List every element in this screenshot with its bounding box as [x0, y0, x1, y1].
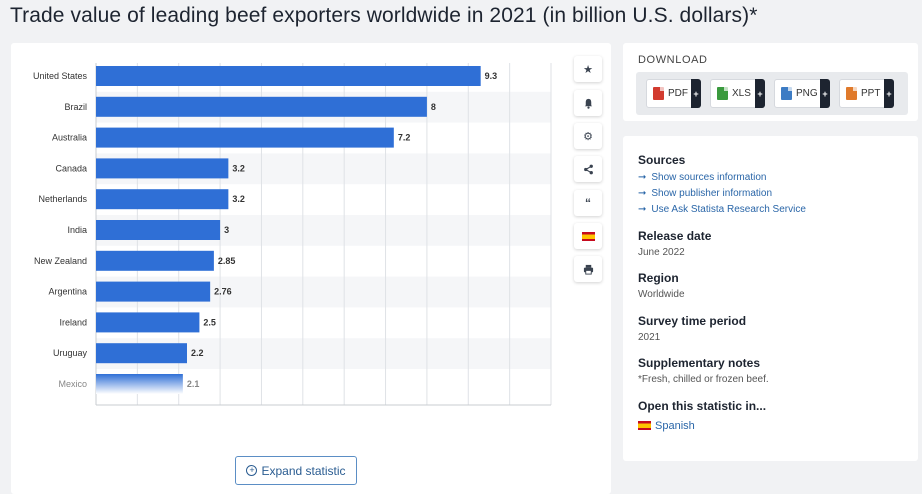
page-title: Trade value of leading beef exporters wo…: [10, 4, 758, 27]
category-label: Uruguay: [53, 348, 88, 358]
download-panel: DOWNLOAD PDF + XLS + PNG + PPT +: [623, 43, 918, 121]
category-label: Mexico: [58, 379, 87, 389]
download-ppt-button[interactable]: PPT +: [839, 79, 894, 108]
value-label: 3: [224, 225, 229, 235]
png-file-icon: [781, 87, 792, 100]
release-date-value: June 2022: [638, 247, 685, 258]
region-heading: Region: [638, 271, 679, 285]
research-service-label: Use Ask Statista Research Service: [651, 204, 806, 215]
download-xls-button[interactable]: XLS +: [710, 79, 765, 108]
bar[interactable]: [96, 66, 481, 86]
show-sources-link[interactable]: ➞ Show sources information: [638, 172, 766, 183]
language-button[interactable]: [574, 223, 602, 249]
ppt-file-icon: [846, 87, 857, 100]
expand-statistic-button[interactable]: + Expand statistic: [235, 456, 357, 485]
chart-card: United States 9.3 Brazil 8 Australia 7.2 Canad…: [11, 43, 611, 494]
arrow-right-icon: ➞: [638, 188, 647, 199]
bar[interactable]: [96, 127, 394, 148]
value-label: 9.3: [485, 71, 498, 81]
bell-icon: [584, 98, 592, 109]
pdf-file-icon: [653, 87, 664, 100]
value-label: 3.2: [232, 194, 245, 204]
download-pdf-label: PDF: [668, 88, 688, 99]
download-title: DOWNLOAD: [638, 54, 708, 66]
xls-file-icon: [717, 87, 728, 100]
value-label: 2.5: [203, 317, 216, 327]
open-spanish-link[interactable]: Spanish: [638, 420, 695, 432]
value-label: 3.2: [232, 163, 245, 173]
bar-chart: United States 9.3 Brazil 8 Australia 7.2 Canad…: [33, 63, 552, 406]
quote-icon: “: [585, 196, 591, 210]
bar[interactable]: [96, 189, 229, 210]
category-label: Ireland: [59, 317, 87, 327]
survey-period-heading: Survey time period: [638, 314, 747, 328]
category-label: Australia: [52, 133, 87, 143]
share-button[interactable]: [574, 156, 602, 182]
arrow-right-icon: ➞: [638, 172, 647, 183]
download-png-plus: +: [820, 79, 830, 108]
gear-icon: ⚙: [583, 130, 593, 143]
category-label: Canada: [55, 163, 87, 173]
release-date-heading: Release date: [638, 229, 712, 243]
download-png-button[interactable]: PNG +: [774, 79, 830, 108]
flag-icon: [581, 231, 595, 241]
value-label: 7.2: [398, 133, 411, 143]
value-label: 8: [431, 102, 436, 112]
download-ppt-label: PPT: [861, 88, 881, 99]
supplementary-notes-value: *Fresh, chilled or frozen beef.: [638, 374, 769, 385]
info-panel: Sources ➞ Show sources information ➞ Show …: [623, 136, 918, 461]
download-ppt-plus: +: [884, 79, 894, 108]
value-label: 2.85: [218, 256, 236, 266]
value-label: 2.76: [214, 287, 232, 297]
show-sources-label: Show sources information: [651, 172, 767, 183]
bar[interactable]: [96, 250, 214, 271]
value-label: 2.2: [191, 348, 204, 358]
category-label: United States: [33, 71, 88, 81]
spain-flag-icon: [638, 421, 651, 430]
bar[interactable]: [96, 281, 211, 302]
share-icon: [583, 164, 593, 174]
bar[interactable]: [96, 374, 183, 394]
download-xls-label: XLS: [732, 88, 751, 99]
download-pdf-plus: +: [691, 79, 701, 108]
star-icon: ★: [583, 63, 593, 76]
show-publisher-link[interactable]: ➞ Show publisher information: [638, 188, 772, 199]
survey-period-value: 2021: [638, 332, 661, 343]
open-statistic-heading: Open this statistic in...: [638, 399, 767, 413]
supplementary-notes-heading: Supplementary notes: [638, 356, 761, 370]
category-label: India: [67, 225, 87, 235]
settings-button[interactable]: ⚙: [574, 123, 602, 149]
bar[interactable]: [96, 312, 200, 333]
category-label: New Zealand: [34, 256, 87, 266]
bar[interactable]: [96, 158, 229, 179]
bar[interactable]: [96, 96, 427, 117]
print-button[interactable]: [574, 256, 602, 282]
cite-button[interactable]: “: [574, 190, 602, 216]
plus-circle-icon: +: [246, 465, 258, 476]
open-spanish-label: Spanish: [655, 420, 695, 432]
bar[interactable]: [96, 343, 187, 364]
show-publisher-label: Show publisher information: [651, 188, 773, 199]
value-label: 2.1: [187, 379, 200, 389]
research-service-link[interactable]: ➞ Use Ask Statista Research Service: [638, 204, 806, 215]
favorite-button[interactable]: ★: [574, 56, 602, 82]
sources-heading: Sources: [638, 153, 686, 167]
download-png-label: PNG: [796, 88, 818, 99]
arrow-right-icon: ➞: [638, 204, 647, 215]
category-label: Argentina: [48, 287, 87, 297]
category-label: Netherlands: [38, 194, 87, 204]
print-icon: [583, 264, 593, 275]
bar[interactable]: [96, 220, 221, 240]
download-xls-plus: +: [755, 79, 765, 108]
download-pdf-button[interactable]: PDF +: [646, 79, 701, 108]
region-value: Worldwide: [638, 289, 685, 300]
category-label: Brazil: [64, 102, 87, 112]
expand-statistic-label: Expand statistic: [261, 463, 346, 478]
notification-button[interactable]: [574, 90, 602, 116]
